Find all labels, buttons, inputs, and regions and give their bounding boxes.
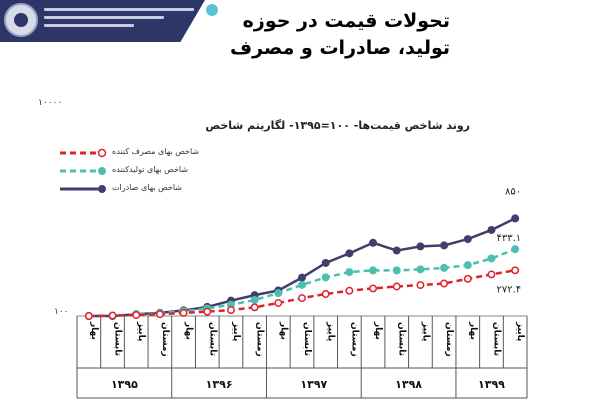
legend-swatch-consumer xyxy=(60,148,107,158)
x-tick-label: بهار xyxy=(373,321,383,340)
data-point xyxy=(416,265,425,274)
x-tick-label: پاییز xyxy=(326,321,336,341)
end-value-label: ۴۳۳.۱ xyxy=(496,233,521,244)
x-tick-label: بهار xyxy=(278,321,288,340)
data-point xyxy=(84,312,93,320)
data-point xyxy=(298,294,306,303)
x-tick-label: بهار xyxy=(89,321,99,340)
data-point xyxy=(511,245,520,254)
data-point xyxy=(416,242,425,251)
x-tick-label: پاییز xyxy=(136,321,146,341)
logo-accent-dot xyxy=(206,4,218,16)
data-point xyxy=(298,280,306,289)
y-tick-bottom: ۱۰۰ xyxy=(54,307,69,317)
title-line-1: تحولات قیمت در حوزه xyxy=(242,10,450,32)
data-point xyxy=(369,284,378,293)
data-point xyxy=(226,306,235,314)
legend-item-producer: شاخص بهای تولیدکننده xyxy=(58,163,228,181)
x-tick-label: زمستان xyxy=(160,322,170,357)
data-point xyxy=(298,273,306,282)
data-point xyxy=(487,225,496,234)
page-title: تحولات قیمت در حوزه تولید، صادرات و مصرف xyxy=(150,8,450,62)
x-tick-label: تابستان xyxy=(207,322,217,356)
data-point xyxy=(487,254,496,263)
x-tick-label: بهار xyxy=(184,321,194,340)
legend-label-producer: شاخص بهای تولیدکننده xyxy=(112,165,189,174)
logo-text-lines xyxy=(44,8,194,32)
legend-swatch-producer xyxy=(60,167,106,175)
data-point xyxy=(203,307,212,316)
legend-item-export: شاخص بهای صادرات xyxy=(58,181,228,199)
data-point xyxy=(321,258,330,267)
year-label: ۱۳۹۵ xyxy=(111,378,138,391)
data-point xyxy=(511,214,520,223)
data-point xyxy=(392,246,401,255)
end-value-label: ۸۵۰ xyxy=(505,186,521,197)
data-point xyxy=(345,286,354,295)
data-point xyxy=(369,266,378,275)
legend-item-consumer: شاخص بهای مصرف کننده xyxy=(58,145,228,163)
data-point xyxy=(463,235,472,244)
x-tick-label: زمستان xyxy=(255,322,265,357)
data-point xyxy=(345,249,354,258)
x-tick-label: تابستان xyxy=(302,322,312,356)
data-point xyxy=(440,279,449,288)
year-label: ۱۳۹۹ xyxy=(478,378,505,391)
data-point xyxy=(487,270,496,279)
x-tick-label: تابستان xyxy=(113,322,123,356)
title-line-2: تولید، صادرات و مصرف xyxy=(230,37,450,59)
x-tick-label: پاییز xyxy=(515,321,525,341)
data-point xyxy=(155,310,164,319)
logo-banner xyxy=(0,0,205,42)
institute-emblem-icon xyxy=(4,3,38,37)
y-tick-top: ۱۰۰۰۰ xyxy=(38,98,63,108)
data-point xyxy=(440,241,449,250)
data-point xyxy=(250,296,259,305)
x-tick-label: تابستان xyxy=(397,322,407,356)
year-label: ۱۳۹۸ xyxy=(395,378,422,391)
data-point xyxy=(321,273,330,282)
data-point xyxy=(179,308,188,317)
x-tick-label: تابستان xyxy=(491,322,501,356)
data-point xyxy=(321,290,330,298)
x-tick-label: پاییز xyxy=(231,321,241,341)
data-point xyxy=(416,281,425,290)
data-point xyxy=(274,299,283,307)
data-point xyxy=(345,268,354,277)
legend-swatch-export xyxy=(60,185,106,193)
data-point xyxy=(511,266,520,275)
data-point xyxy=(392,282,401,291)
x-tick-label: زمستان xyxy=(349,322,359,357)
data-point xyxy=(108,311,117,320)
x-tick-label: زمستان xyxy=(444,322,454,357)
data-point xyxy=(463,261,472,270)
data-point xyxy=(132,311,141,320)
data-point xyxy=(250,303,259,312)
legend-label-consumer: شاخص بهای مصرف کننده xyxy=(112,147,200,156)
x-tick-label: پاییز xyxy=(420,321,430,341)
chart-title: روند شاخص قیمت‌ها- ۱۰۰=۱۳۹۵- لگاریتم شاخ… xyxy=(205,119,470,132)
year-label: ۱۳۹۷ xyxy=(300,378,327,391)
end-value-label: ۲۷۲.۴ xyxy=(496,284,521,295)
x-tick-label: بهار xyxy=(468,321,478,340)
data-point xyxy=(392,266,401,275)
legend-label-export: شاخص بهای صادرات xyxy=(112,183,182,192)
data-point xyxy=(369,238,378,247)
legend: شاخص بهای مصرف کننده شاخص بهای تولیدکنند… xyxy=(58,145,228,199)
data-point xyxy=(440,263,449,272)
data-point xyxy=(274,289,283,298)
data-point xyxy=(463,274,472,283)
year-label: ۱۳۹۶ xyxy=(206,378,233,391)
